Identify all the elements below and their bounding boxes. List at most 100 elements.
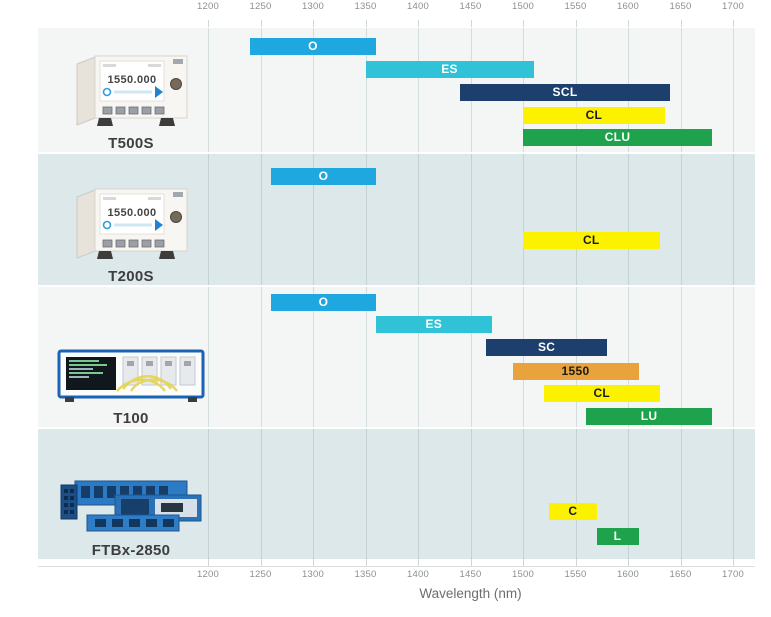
knob <box>170 211 182 223</box>
gridline <box>680 28 682 152</box>
screen-detail <box>103 64 116 67</box>
axis-tick-label: 1300 <box>302 1 324 12</box>
gridline <box>470 154 472 285</box>
gridline <box>470 429 472 559</box>
x-axis-baseline <box>38 566 755 567</box>
axis-tick-label: 1600 <box>617 1 639 12</box>
gridline <box>418 429 419 559</box>
band-bar-cl: CL <box>523 107 665 124</box>
product-cell-ftbx-2850: FTBx-2850 <box>38 429 224 568</box>
axis-tick-label: 1450 <box>459 1 482 12</box>
band-bar-o: O <box>271 294 376 311</box>
gridline <box>575 154 577 285</box>
gridline <box>523 287 524 427</box>
axis-tick-mark <box>680 559 682 566</box>
axis-tick-label: 1650 <box>669 1 692 12</box>
fiber-cables <box>116 375 179 392</box>
axis-tick-mark <box>313 559 314 566</box>
band-bar-l: L <box>596 528 639 545</box>
gridline <box>418 287 419 427</box>
ftbx-2850-product-image <box>60 480 202 532</box>
axis-tick-label: 1400 <box>407 1 429 12</box>
gridline <box>313 429 314 559</box>
brand-logo <box>173 192 183 197</box>
product-label: T200S <box>108 268 154 285</box>
gridline <box>208 429 209 559</box>
refresh-icon <box>102 87 112 97</box>
band-bar-scl: SCL <box>460 84 670 101</box>
product-cell-t500s: 1550.000 T500S <box>38 28 224 161</box>
axis-tick-label: 1650 <box>669 569 692 580</box>
axis-tick-mark <box>470 559 472 566</box>
gridline <box>260 28 262 152</box>
play-arrow-icon <box>155 219 163 231</box>
gridline <box>680 429 682 559</box>
band-bar-1550: 1550 <box>512 363 639 380</box>
screen-readout: 1550.000 <box>107 74 156 86</box>
axis-tick-mark <box>575 20 577 27</box>
axis-tick-label: 1250 <box>249 1 272 12</box>
row-t100: O ES SC 1550 CL LU <box>38 287 755 427</box>
axis-tick-mark <box>208 559 209 566</box>
gridline <box>313 287 314 427</box>
axis-tick-mark <box>470 20 472 27</box>
axis-tick-label: 1600 <box>617 569 639 580</box>
axis-tick-mark <box>628 559 629 566</box>
axis-tick-label: 1200 <box>197 569 219 580</box>
axis-tick-label: 1450 <box>459 569 482 580</box>
axis-tick-label: 1550 <box>564 569 587 580</box>
axis-tick-mark <box>418 20 419 27</box>
row-t200s: O CL 1550.000 T <box>38 154 755 285</box>
refresh-icon <box>102 220 112 230</box>
axis-tick-label: 1250 <box>249 569 272 580</box>
axis-tick-mark <box>733 559 734 566</box>
band-bar-c: C <box>549 503 597 520</box>
product-label: FTBx-2850 <box>91 542 171 559</box>
band-bar-sc: SC <box>486 339 607 356</box>
gridline <box>575 429 577 559</box>
axis-tick-mark <box>313 20 314 27</box>
gridline <box>208 287 209 427</box>
t100-product-image <box>57 349 205 402</box>
row-bars-layer-t500s: O ES SCL CL CLU <box>38 28 755 152</box>
axis-tick-mark <box>628 20 629 27</box>
row-t500s: O ES SCL CL CLU 1550.000 <box>38 28 755 152</box>
product-cell-t200s: 1550.000 T200S <box>38 154 224 301</box>
gridline <box>575 287 577 427</box>
screen-readout: 1550.000 <box>107 207 156 219</box>
axis-tick-mark <box>733 20 734 27</box>
axis-tick-label: 1500 <box>512 1 534 12</box>
gridline <box>260 429 262 559</box>
t200s-product-image: 1550.000 <box>76 188 188 259</box>
axis-tick-label: 1350 <box>354 1 377 12</box>
product-label: T500S <box>108 135 154 152</box>
t500s-product-image: 1550.000 <box>76 55 188 126</box>
gridline <box>418 28 419 152</box>
gridline <box>208 154 209 285</box>
gridline <box>365 429 367 559</box>
band-bar-lu: LU <box>586 408 712 425</box>
band-bar-o: O <box>271 168 376 185</box>
axis-tick-mark <box>365 20 367 27</box>
axis-tick-label: 1400 <box>407 569 429 580</box>
gridline <box>313 154 314 285</box>
axis-tick-mark <box>523 20 524 27</box>
axis-tick-label: 1350 <box>354 569 377 580</box>
axis-tick-label: 1300 <box>302 569 324 580</box>
gridline <box>208 28 209 152</box>
gridline <box>470 287 472 427</box>
axis-tick-label: 1550 <box>564 1 587 12</box>
band-bar-o: O <box>250 38 376 55</box>
axis-tick-label: 1200 <box>197 1 219 12</box>
axis-tick-mark <box>418 559 419 566</box>
axis-tick-mark <box>680 20 682 27</box>
gridline <box>680 287 682 427</box>
gridline <box>365 28 367 152</box>
gridline <box>418 154 419 285</box>
product-cell-t100: T100 <box>38 287 224 452</box>
gridline <box>365 287 367 427</box>
axis-tick-label: 1700 <box>722 1 744 12</box>
